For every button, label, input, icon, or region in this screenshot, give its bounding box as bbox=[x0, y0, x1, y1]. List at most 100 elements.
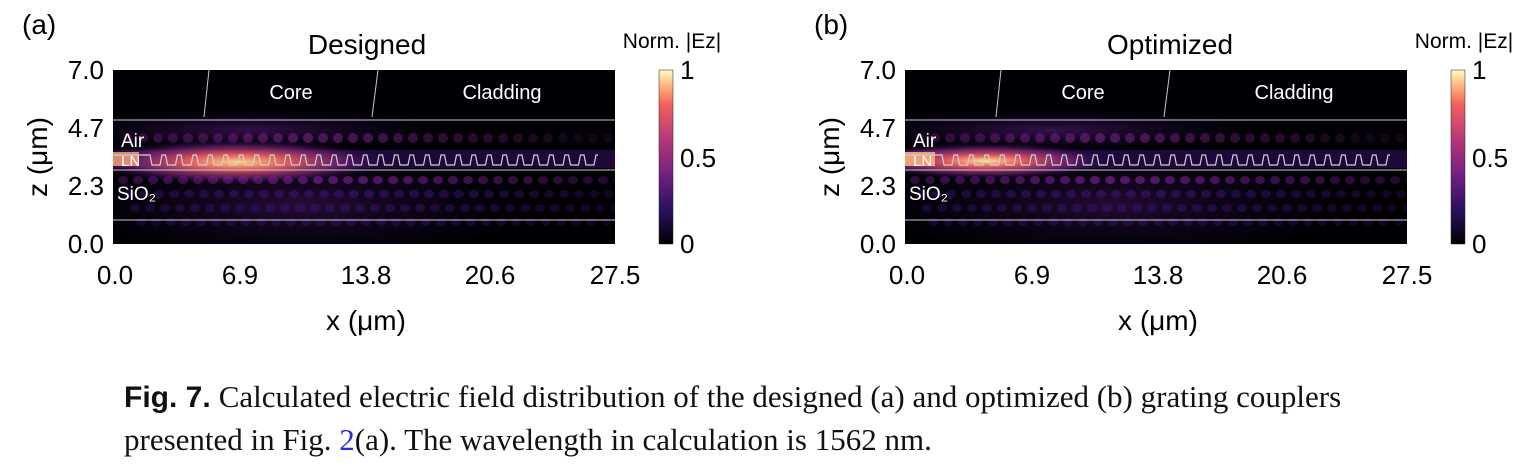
field-lobe bbox=[430, 204, 440, 212]
field-lobe bbox=[1260, 133, 1270, 143]
field-lobe bbox=[1080, 133, 1090, 143]
field-lobe bbox=[1177, 204, 1187, 212]
y-tick: 4.7 bbox=[68, 113, 104, 143]
field-lobe bbox=[436, 218, 446, 226]
field-lobe bbox=[376, 218, 386, 226]
field-lobe bbox=[601, 218, 611, 226]
field-lobe bbox=[1102, 204, 1112, 212]
field-lobe bbox=[1183, 218, 1193, 226]
field-lobe bbox=[241, 218, 251, 226]
field-lobe bbox=[153, 133, 163, 143]
field-lobe bbox=[1411, 190, 1421, 198]
field-lobe bbox=[168, 133, 178, 143]
field-lobe bbox=[1057, 204, 1067, 212]
field-lobe bbox=[1405, 176, 1407, 184]
field-lobe bbox=[448, 176, 458, 184]
field-lobe bbox=[1255, 176, 1265, 184]
field-lobe bbox=[1050, 133, 1060, 143]
field-lobe bbox=[1165, 176, 1175, 184]
field-lobe bbox=[1306, 190, 1316, 198]
field-lobe bbox=[1117, 204, 1127, 212]
field-lobe bbox=[511, 218, 521, 226]
field-lobe bbox=[475, 204, 485, 212]
field-lobe bbox=[1153, 218, 1163, 226]
cladding-label: Cladding bbox=[1255, 82, 1334, 104]
field-lobe bbox=[1387, 204, 1397, 212]
field-lobe bbox=[543, 133, 553, 143]
field-lobe bbox=[301, 218, 311, 226]
field-lobe bbox=[1393, 218, 1403, 226]
field-lobe bbox=[529, 190, 539, 198]
field-lobe bbox=[316, 218, 326, 226]
y-tick: 2.3 bbox=[860, 171, 896, 201]
field-lobe bbox=[1237, 204, 1247, 212]
grating-profile bbox=[905, 154, 1390, 166]
field-lobe bbox=[349, 190, 359, 198]
field-lobe bbox=[226, 218, 236, 226]
field-lobe bbox=[1222, 204, 1232, 212]
field-lobe bbox=[265, 204, 275, 212]
field-lobe bbox=[334, 190, 344, 198]
field-lobe bbox=[1141, 190, 1151, 198]
field-lobe bbox=[1078, 218, 1088, 226]
field-lobe bbox=[1066, 190, 1076, 198]
field-lobe bbox=[1030, 176, 1040, 184]
field-lobe bbox=[1423, 218, 1433, 226]
field-lobe bbox=[1410, 133, 1420, 143]
colorbar-tick: 0 bbox=[680, 229, 694, 259]
field-lobe bbox=[378, 133, 388, 143]
field-lobe bbox=[199, 190, 209, 198]
core-label: Core bbox=[1061, 82, 1104, 104]
field-lobe bbox=[588, 133, 598, 143]
field-lobe bbox=[1186, 190, 1196, 198]
field-lobe bbox=[169, 190, 179, 198]
field-lobe bbox=[1275, 133, 1285, 143]
field-lobe bbox=[1072, 204, 1082, 212]
field-lobe bbox=[1045, 176, 1055, 184]
field-lobe bbox=[514, 190, 524, 198]
field-lobe bbox=[451, 218, 461, 226]
field-lobe bbox=[1336, 190, 1346, 198]
field-lobe bbox=[1375, 176, 1385, 184]
field-lobe bbox=[310, 204, 320, 212]
field-lobe bbox=[1350, 133, 1360, 143]
field-lobe bbox=[946, 190, 956, 198]
field-lobe bbox=[496, 218, 506, 226]
panel-a: (a) Designed Norm. |Ez| Core Cladding Ai… bbox=[0, 0, 760, 350]
field-lobe bbox=[1282, 204, 1292, 212]
field-lobe bbox=[520, 204, 530, 212]
field-lobe bbox=[538, 176, 548, 184]
x-tick: 0.0 bbox=[889, 260, 925, 290]
core-label: Core bbox=[269, 82, 312, 104]
field-lobe bbox=[1021, 190, 1031, 198]
field-lobe bbox=[574, 190, 584, 198]
field-lobe bbox=[1065, 133, 1075, 143]
field-lobe bbox=[1246, 190, 1256, 198]
field-lobe bbox=[1261, 190, 1271, 198]
field-lobe bbox=[1395, 133, 1405, 143]
field-lobe bbox=[1105, 176, 1115, 184]
ln-label: LN bbox=[121, 153, 140, 170]
field-lobe bbox=[175, 204, 185, 212]
field-lobe bbox=[393, 133, 403, 143]
figure-reference-link[interactable]: 2 bbox=[339, 422, 355, 457]
field-lobe bbox=[910, 176, 920, 184]
field-lobe bbox=[990, 133, 1000, 143]
sio2-label: SiO₂ bbox=[117, 184, 156, 205]
colorbar-title: Norm. |Ez| bbox=[1415, 30, 1513, 53]
air-label: Air bbox=[913, 131, 937, 152]
field-lobe bbox=[1417, 204, 1427, 212]
field-lobe bbox=[468, 133, 478, 143]
field-lobe bbox=[205, 204, 215, 212]
field-lobe bbox=[1330, 176, 1340, 184]
x-tick: 20.6 bbox=[465, 260, 516, 290]
field-lobe bbox=[151, 218, 161, 226]
field-lobe bbox=[1213, 218, 1223, 226]
field-lobe bbox=[1312, 204, 1322, 212]
field-lobe bbox=[556, 218, 566, 226]
interference-pattern bbox=[118, 133, 615, 226]
field-lobe bbox=[373, 176, 383, 184]
field-lobe bbox=[190, 204, 200, 212]
field-lobe bbox=[409, 190, 419, 198]
field-lobe bbox=[481, 218, 491, 226]
